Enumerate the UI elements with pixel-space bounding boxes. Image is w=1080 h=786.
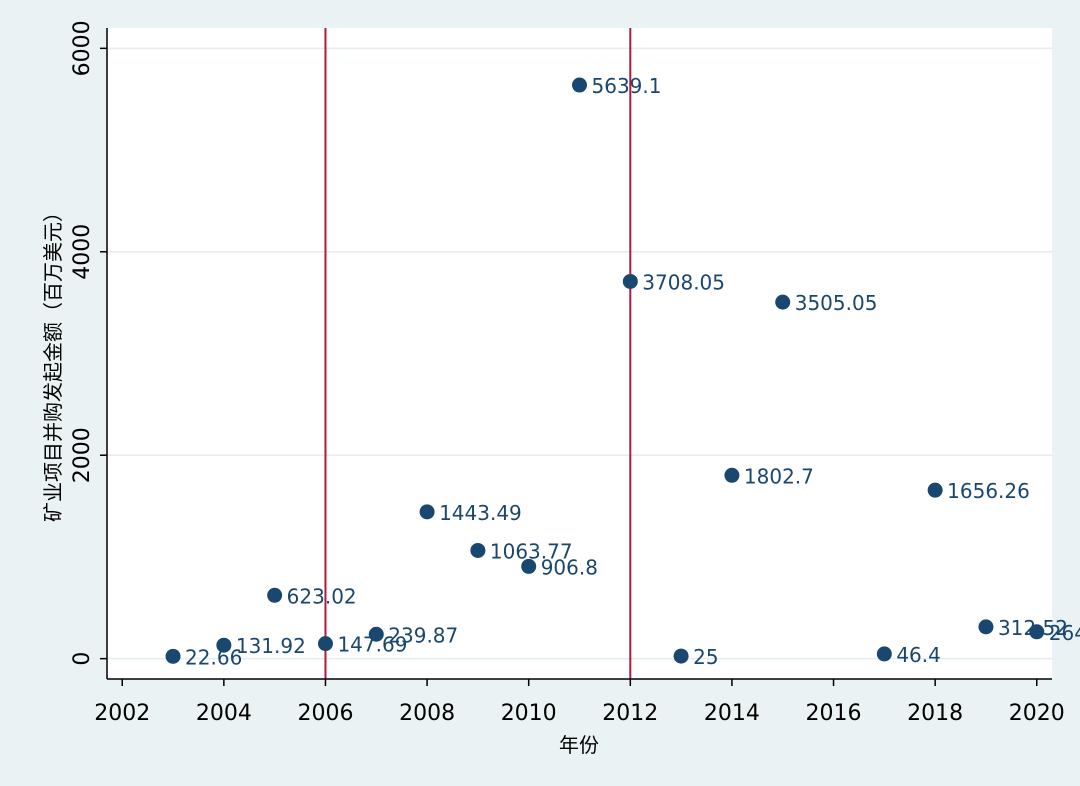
data-point-2008 [419,504,435,520]
data-point-2017 [876,646,892,662]
y-tick-label: 0 [70,652,95,666]
data-label-2020: 264 [1049,621,1080,645]
data-label-2005: 623.02 [287,584,357,608]
data-label-2015: 3505.05 [795,291,878,315]
plot-area [107,28,1052,679]
data-point-2010 [521,558,537,574]
data-point-2005 [267,587,283,603]
axes [106,28,1052,680]
x-tick-label: 2012 [602,701,658,726]
data-point-2020 [1029,624,1045,640]
data-label-2013: 25 [693,645,718,669]
data-label-2008: 1443.49 [439,501,522,525]
reference-lines [324,28,632,679]
x-tick-label: 2010 [501,701,557,726]
data-point-2007 [368,626,384,642]
data-point-2009 [470,542,486,558]
x-tick-label: 2018 [907,701,963,726]
x-axis-title: 年份 [559,733,599,757]
x-tick-label: 2004 [196,701,252,726]
y-axis-title: 矿业项目并购发起金额（百万美元） [41,202,65,522]
x-tick-label: 2014 [704,701,760,726]
data-label-2012: 3708.05 [642,270,725,294]
x-tick-label: 2020 [1009,701,1065,726]
data-label-2011: 5639.1 [592,74,662,98]
data-point-2015 [775,294,791,310]
data-label-2018: 1656.26 [947,479,1030,503]
x-tick-label: 2016 [806,701,862,726]
data-point-2006 [317,636,333,652]
data-label-2006: 147.69 [337,633,407,657]
y-tick-label: 2000 [70,427,95,483]
data-point-2018 [927,482,943,498]
data-label-2019: 312.52 [998,616,1068,640]
data-point-2003 [165,648,181,664]
x-tick-label: 2008 [399,701,455,726]
x-tick-label: 2006 [297,701,353,726]
data-label-2003: 22.66 [185,645,242,669]
data-label-2014: 1802.7 [744,464,814,488]
data-label-2010: 906.8 [541,555,598,579]
data-point-2013 [673,648,689,664]
y-tick-label: 4000 [70,224,95,280]
data-label-2007: 239.87 [388,623,458,647]
data-point-2019 [978,619,994,635]
data-point-2011 [572,77,587,93]
data-point-2004 [216,637,232,653]
grid-lines [107,47,1052,660]
data-points [165,77,1045,664]
tick-marks-and-labels: 0 2000 4000 6000 2002 2004 2006 2008 2010 2012 201… [70,20,1065,726]
y-tick-label: 6000 [70,20,95,76]
data-label-2009: 1063.77 [490,539,573,563]
x-tick-label: 2002 [94,701,150,726]
data-label-2004: 131.92 [236,634,306,658]
data-label-2017: 46.4 [896,643,941,667]
data-point-2014 [724,467,740,483]
data-point-2012 [622,273,638,289]
